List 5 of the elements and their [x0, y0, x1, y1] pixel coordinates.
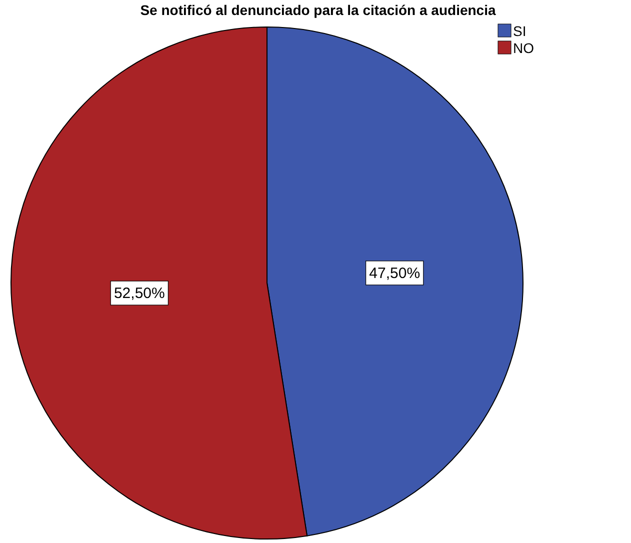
legend-label: SI — [513, 23, 526, 39]
chart-title: Se notificó al denunciado para la citación a audiencia — [140, 2, 496, 18]
data-label: 47,50% — [369, 264, 420, 282]
legend-label: NO — [513, 40, 534, 56]
data-label: 52,50% — [114, 285, 165, 302]
